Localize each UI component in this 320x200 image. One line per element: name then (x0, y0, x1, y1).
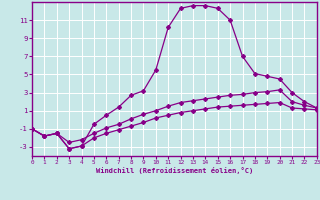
X-axis label: Windchill (Refroidissement éolien,°C): Windchill (Refroidissement éolien,°C) (96, 167, 253, 174)
